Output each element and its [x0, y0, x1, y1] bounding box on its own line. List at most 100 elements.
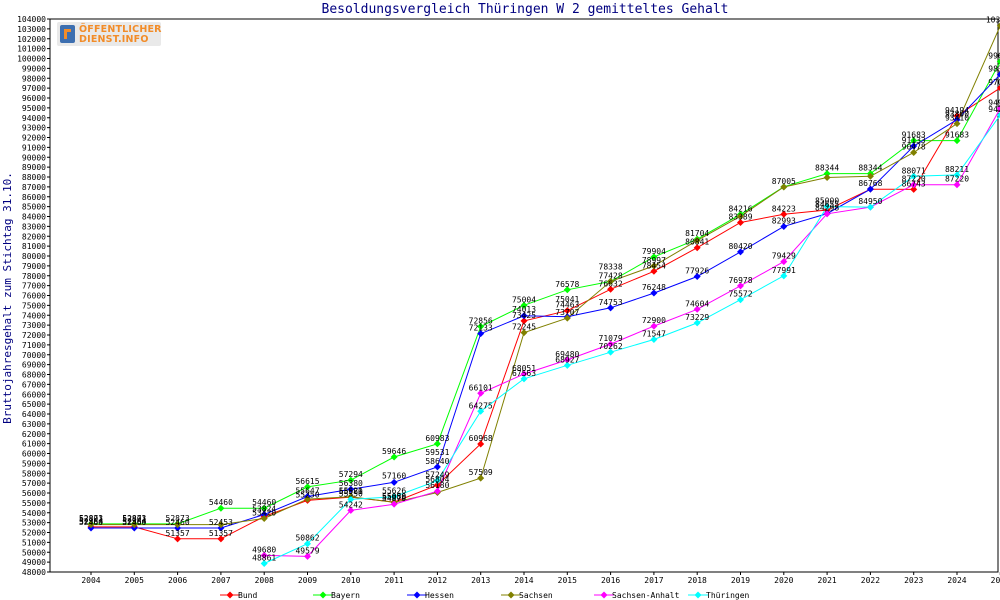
series-line: [91, 61, 1000, 525]
data-label: 72245: [512, 323, 536, 332]
y-tick-label: 71000: [22, 341, 46, 350]
legend-label: Bayern: [331, 591, 360, 600]
series-line: [91, 25, 1000, 526]
data-label: 54460: [252, 498, 276, 507]
data-label: 52801: [122, 515, 146, 524]
y-tick-label: 102000: [17, 35, 46, 44]
x-tick-label: 2010: [341, 576, 360, 585]
data-point: [520, 312, 528, 320]
y-tick-label: 78000: [22, 272, 46, 281]
data-label: 83389: [728, 213, 752, 222]
data-label: 54242: [339, 500, 363, 509]
data-point: [174, 535, 182, 543]
data-label: 99699: [988, 51, 1000, 60]
data-label: 88211: [945, 165, 969, 174]
x-tick-label: 2023: [904, 576, 923, 585]
data-point: [607, 340, 615, 348]
data-point: [477, 389, 485, 397]
data-point: [174, 521, 182, 529]
data-label: 56180: [425, 481, 449, 490]
data-point: [910, 137, 918, 145]
x-tick-label: 2020: [774, 576, 793, 585]
data-point: [390, 500, 398, 508]
y-tick-label: 87000: [22, 183, 46, 192]
y-tick-label: 63000: [22, 420, 46, 429]
y-tick-label: 72000: [22, 331, 46, 340]
data-label: 94950: [988, 98, 1000, 107]
y-tick-label: 85000: [22, 203, 46, 212]
data-point: [477, 407, 485, 415]
data-label: 59531: [425, 448, 449, 457]
data-label: 60968: [469, 434, 493, 443]
data-point: [823, 210, 831, 218]
data-label: 75572: [728, 290, 752, 299]
data-label: 84655: [815, 200, 839, 209]
data-label: 71079: [599, 334, 623, 343]
data-point: [607, 277, 615, 285]
y-tick-label: 77000: [22, 282, 46, 291]
data-point: [996, 84, 1000, 92]
series-line: [264, 108, 1000, 557]
legend-marker: [600, 591, 608, 599]
y-tick-label: 93000: [22, 124, 46, 133]
x-tick-label: 2015: [558, 576, 577, 585]
data-label: 52460: [79, 518, 103, 527]
y-tick-label: 76000: [22, 292, 46, 301]
site-logo: ÖFFENTLICHER DIENST.INFO: [57, 22, 162, 46]
legend-label: Bund: [238, 591, 257, 600]
data-label: 51357: [209, 529, 233, 538]
data-label: 59646: [382, 447, 406, 456]
data-point: [996, 111, 1000, 119]
legend-label: Sachsen-Anhalt: [612, 591, 680, 600]
y-tick-label: 95000: [22, 104, 46, 113]
data-label: 72856: [469, 317, 493, 326]
data-label: 76578: [555, 280, 579, 289]
data-label: 90478: [902, 143, 926, 152]
legend-label: Hessen: [425, 591, 454, 600]
x-tick-label: 2009: [298, 576, 317, 585]
data-point: [737, 212, 744, 220]
y-tick-label: 68000: [22, 371, 46, 380]
data-label: 74753: [599, 298, 623, 307]
data-point: [130, 521, 138, 529]
series-line: [91, 87, 1000, 540]
data-label: 86743: [902, 179, 926, 188]
data-label: 76248: [642, 283, 666, 292]
data-point: [433, 463, 441, 471]
data-label: 66101: [469, 383, 493, 392]
data-point: [520, 329, 528, 337]
data-label: 88344: [815, 164, 839, 173]
data-point: [304, 552, 311, 560]
y-tick-label: 50000: [22, 548, 46, 557]
data-point: [650, 267, 658, 275]
legend-marker: [413, 591, 421, 599]
data-label: 58640: [425, 457, 449, 466]
data-point: [520, 375, 528, 383]
legend-label: Thüringen: [706, 591, 750, 600]
y-tick-label: 83000: [22, 222, 46, 231]
y-tick-label: 92000: [22, 134, 46, 143]
data-label: 52873: [122, 514, 146, 523]
y-tick-label: 52000: [22, 529, 46, 538]
data-point: [260, 504, 268, 512]
data-label: 76632: [599, 279, 623, 288]
data-label: 87220: [902, 175, 926, 184]
data-point: [650, 322, 658, 330]
data-point: [347, 476, 355, 484]
data-point: [910, 172, 918, 180]
data-point: [347, 485, 355, 493]
x-tick-label: 2007: [211, 576, 230, 585]
data-point: [910, 149, 918, 157]
data-label: 70262: [599, 342, 623, 351]
data-label: 82993: [772, 216, 796, 225]
data-point: [780, 258, 788, 266]
data-label: 84216: [728, 204, 752, 213]
x-tick-label: 2012: [428, 576, 447, 585]
data-label: 73707: [555, 308, 579, 317]
data-point: [910, 142, 918, 150]
data-point: [563, 286, 571, 294]
data-label: 71547: [642, 329, 666, 338]
y-tick-label: 69000: [22, 361, 46, 370]
data-label: 54460: [209, 498, 233, 507]
